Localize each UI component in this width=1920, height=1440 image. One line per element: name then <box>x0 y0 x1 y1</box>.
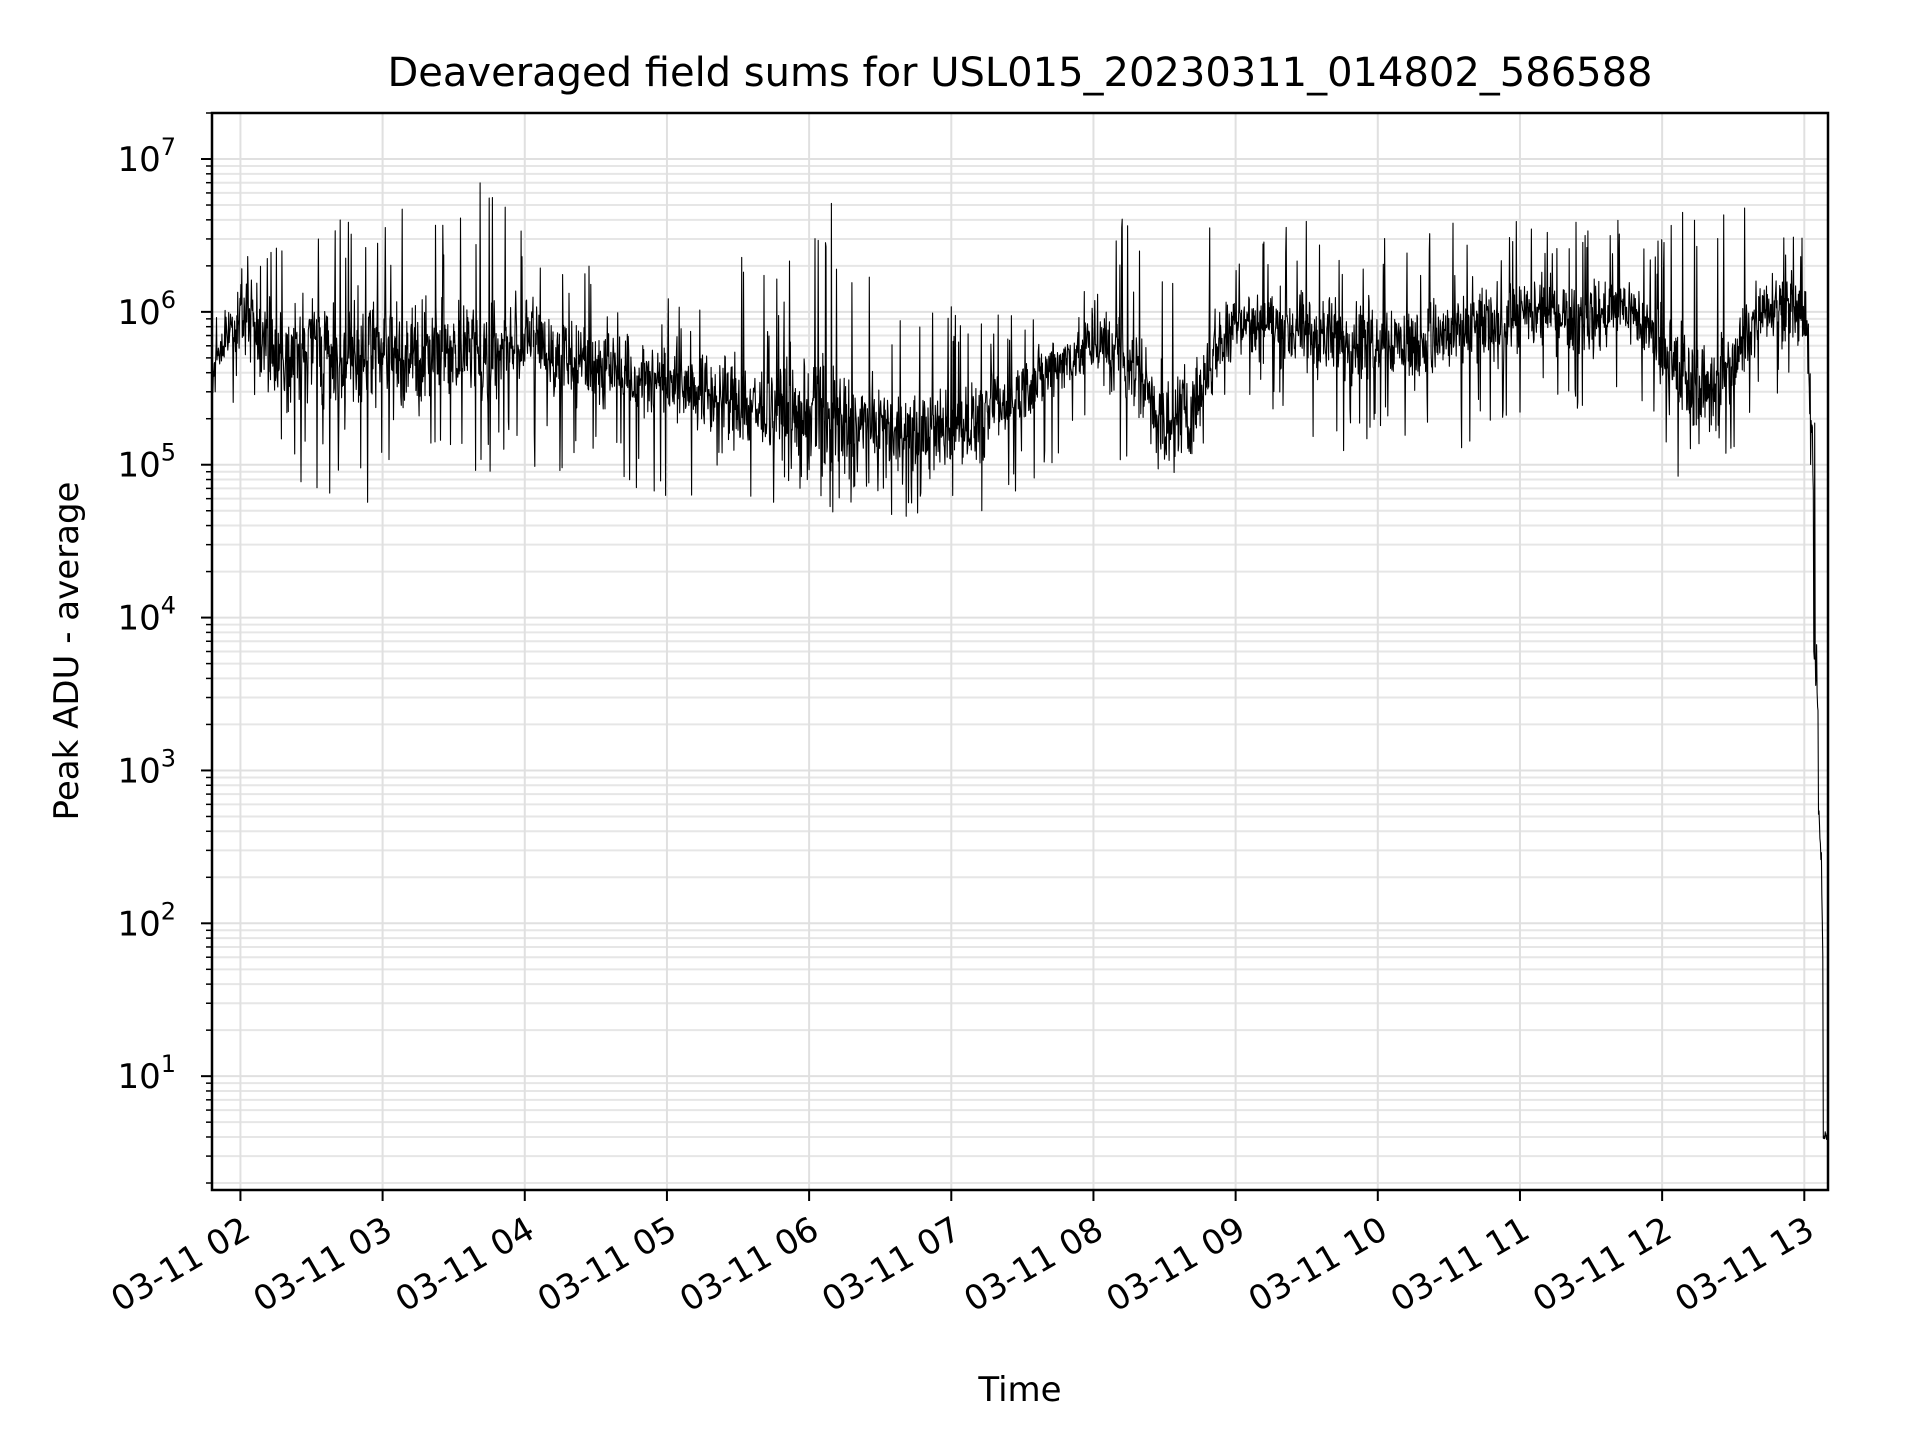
series-layer <box>211 182 1829 1140</box>
y-tick-label: 107 <box>117 133 176 180</box>
x-tick-label: 03-11 02 <box>105 1209 257 1320</box>
x-tick-label: 03-11 12 <box>1526 1209 1678 1320</box>
y-tick-label: 101 <box>117 1050 176 1097</box>
x-tick-label: 03-11 08 <box>958 1209 1110 1320</box>
x-tick-label: 03-11 04 <box>389 1209 541 1320</box>
series-line <box>211 182 1829 1140</box>
y-tick-label: 105 <box>117 439 176 486</box>
x-tick-label: 03-11 09 <box>1100 1209 1252 1320</box>
y-tick-label: 102 <box>117 897 176 944</box>
chart-title: Deaveraged field sums for USL015_2023031… <box>388 50 1653 96</box>
x-tick-label: 03-11 10 <box>1242 1209 1394 1320</box>
x-tick-label: 03-11 13 <box>1668 1209 1820 1320</box>
x-tick-label: 03-11 03 <box>247 1209 399 1320</box>
x-tick-label: 03-11 05 <box>531 1209 683 1320</box>
x-tick-label: 03-11 11 <box>1384 1209 1536 1320</box>
y-axis-label: Peak ADU - average <box>47 482 87 821</box>
y-tick-label: 106 <box>117 286 176 333</box>
x-tick-label: 03-11 07 <box>815 1209 967 1320</box>
y-tick-label: 103 <box>117 744 176 791</box>
x-tick-label: 03-11 06 <box>673 1209 825 1320</box>
x-axis-label: Time <box>977 1370 1061 1410</box>
y-tick-label: 104 <box>117 592 176 639</box>
